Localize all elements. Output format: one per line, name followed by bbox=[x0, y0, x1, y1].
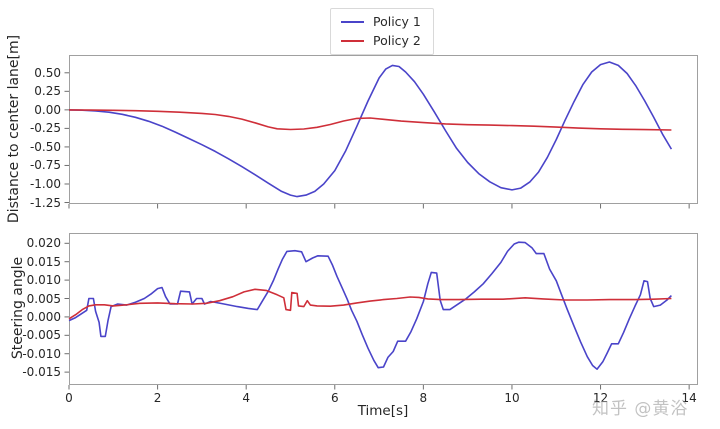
plot-spines bbox=[69, 233, 698, 385]
bottom-subplot bbox=[64, 233, 698, 390]
legend: Policy 1 Policy 2 bbox=[330, 8, 434, 55]
y-tick-label: -0.015 bbox=[22, 365, 61, 380]
plot-spines bbox=[69, 55, 698, 204]
y-tick-label: -1.25 bbox=[29, 195, 61, 210]
top-subplot bbox=[64, 55, 698, 209]
x-tick-label: 10 bbox=[504, 391, 520, 405]
y-tick-label: -0.005 bbox=[22, 328, 61, 343]
y-tick-label: 0.000 bbox=[26, 309, 61, 324]
y-tick-label: -0.25 bbox=[29, 121, 61, 136]
y-tick-label: 0.015 bbox=[26, 254, 61, 269]
y-tick-label: 0.020 bbox=[26, 236, 61, 251]
y-tick-label: 0.010 bbox=[26, 273, 61, 288]
x-tick-label: 6 bbox=[330, 391, 339, 405]
legend-entry-policy1: Policy 1 bbox=[341, 14, 421, 29]
y-tick-label: 0.25 bbox=[34, 84, 61, 99]
series-line-policy-2 bbox=[68, 288, 672, 320]
y-tick-label: 0.00 bbox=[34, 102, 61, 117]
x-axis-label: Time[s] bbox=[357, 403, 409, 419]
y-tick-label: 0.50 bbox=[34, 65, 61, 80]
x-tick-label: 8 bbox=[419, 391, 428, 405]
series-line-policy-1 bbox=[68, 61, 673, 198]
legend-entry-policy2: Policy 2 bbox=[341, 33, 421, 48]
watermark-text: 知乎 @黄浴 bbox=[592, 399, 689, 419]
legend-label-policy1: Policy 1 bbox=[373, 14, 421, 29]
subplot-canvas bbox=[64, 233, 698, 390]
y-tick-label: -0.75 bbox=[29, 158, 61, 173]
y-tick-label: -0.50 bbox=[29, 139, 61, 154]
policy1-line-swatch bbox=[341, 20, 364, 23]
x-tick-label: 12 bbox=[592, 391, 609, 405]
series-line-policy-2 bbox=[68, 109, 672, 131]
x-tick-label: 2 bbox=[153, 391, 162, 405]
x-tick-label: 14 bbox=[681, 391, 697, 405]
policy2-line-swatch bbox=[341, 39, 364, 42]
legend-label-policy2: Policy 2 bbox=[373, 33, 421, 48]
y-tick-label: -1.00 bbox=[29, 176, 61, 191]
y-tick-label: -0.010 bbox=[22, 346, 61, 361]
y-tick-label: 0.005 bbox=[26, 291, 61, 306]
x-tick-label: 4 bbox=[242, 391, 250, 405]
x-tick-label: 0 bbox=[65, 391, 73, 405]
series-line-policy-1 bbox=[68, 241, 672, 370]
subplot-canvas bbox=[64, 55, 698, 209]
